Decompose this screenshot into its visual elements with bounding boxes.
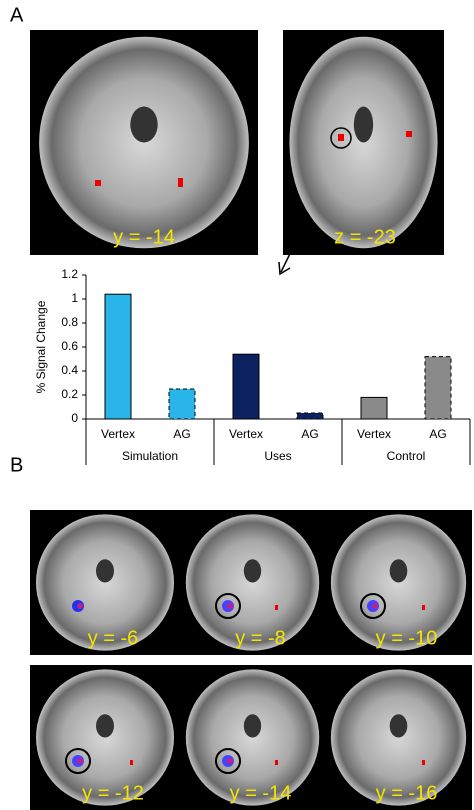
ventricle — [389, 714, 408, 738]
y-tick-label: 0 — [71, 411, 78, 425]
ventricle — [353, 106, 374, 143]
group-label: Simulation — [122, 449, 178, 463]
x-tick-label: Vertex — [101, 427, 135, 441]
activation — [406, 131, 412, 137]
slice-label: y = -6 — [88, 627, 139, 649]
slice-label: y = -14 — [113, 226, 175, 248]
y-tick-label: 0.6 — [61, 339, 78, 353]
bar — [360, 396, 388, 420]
activation — [77, 758, 83, 764]
y-tick-label: 1 — [71, 291, 78, 305]
bar — [296, 412, 324, 420]
highlight-circle — [215, 593, 241, 619]
group-label: Uses — [264, 449, 291, 463]
y-tick-label: 0.4 — [61, 363, 78, 377]
x-tick-label: AG — [429, 427, 446, 441]
activation — [275, 605, 278, 610]
slice-label: y = -8 — [235, 627, 286, 649]
slice-label: y = -16 — [376, 782, 438, 804]
y-tick-label: 1.2 — [61, 267, 78, 281]
highlight-circle — [65, 748, 91, 774]
activation — [275, 760, 278, 765]
ventricle — [243, 714, 262, 738]
y-tick-label: 0.8 — [61, 315, 78, 329]
highlight-circle — [360, 593, 386, 619]
slice-label: y = -14 — [230, 782, 292, 804]
x-tick-label: AG — [173, 427, 190, 441]
ventricle — [243, 559, 262, 583]
bar — [232, 353, 260, 420]
bar — [168, 388, 196, 420]
activation — [77, 603, 83, 609]
x-tick-label: Vertex — [357, 427, 391, 441]
activation — [422, 605, 425, 610]
y-axis-label: % Signal Change — [34, 300, 48, 393]
highlight-circle — [330, 127, 352, 149]
slice-label: z = -23 — [334, 226, 396, 248]
ventricle — [96, 559, 114, 583]
activation — [95, 180, 101, 186]
ventricle — [96, 714, 114, 738]
arrow-head — [278, 261, 291, 276]
bar — [104, 293, 132, 420]
activation — [372, 603, 378, 609]
activation — [422, 760, 425, 765]
ventricle — [389, 559, 408, 583]
panel-label: A — [10, 4, 24, 26]
activation — [227, 603, 233, 609]
x-tick-label: AG — [301, 427, 318, 441]
activation — [227, 758, 233, 764]
group-label: Control — [387, 449, 426, 463]
panel-label: B — [10, 454, 23, 476]
highlight-circle — [215, 748, 241, 774]
activation — [130, 760, 133, 765]
activation — [178, 178, 183, 187]
ventricle — [130, 106, 158, 143]
activation — [338, 134, 344, 141]
slice-label: y = -10 — [376, 627, 438, 649]
slice-label: y = -12 — [82, 782, 144, 804]
y-tick-label: 0.2 — [61, 387, 78, 401]
bar — [424, 356, 452, 420]
x-tick-label: Vertex — [229, 427, 263, 441]
